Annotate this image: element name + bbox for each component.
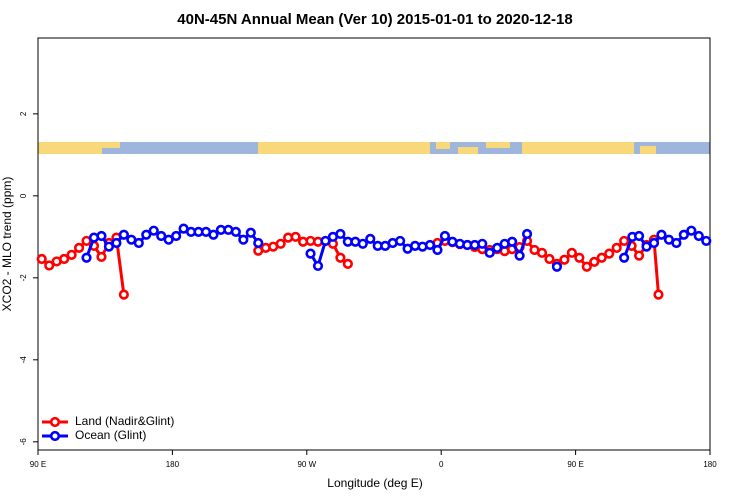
series-marker [671, 237, 682, 249]
series-marker [544, 253, 555, 265]
series-marker [611, 242, 622, 253]
x-axis-label: Longitude (deg E) [327, 476, 422, 490]
series-marker [424, 239, 436, 251]
series-marker [653, 289, 664, 300]
series-marker [507, 236, 518, 247]
series-marker [103, 241, 115, 252]
series-marker [36, 253, 47, 265]
series-marker [686, 225, 697, 236]
series-marker [59, 253, 70, 265]
series-marker [439, 230, 451, 242]
series-marker [81, 252, 92, 263]
series-marker [551, 261, 563, 272]
series-marker [230, 226, 241, 238]
series-marker [521, 228, 533, 240]
series-marker [477, 238, 488, 249]
series-marker [133, 237, 144, 249]
series-marker [290, 231, 301, 242]
legend-marker [49, 430, 61, 442]
series-marker [335, 252, 346, 263]
series-marker [693, 230, 704, 242]
series-marker [633, 230, 645, 242]
legend-marker [49, 416, 61, 428]
series-marker [118, 289, 129, 300]
series-marker [96, 230, 107, 242]
legend-label: Land (Nadir&Glint) [75, 414, 174, 428]
series-marker [66, 249, 77, 260]
land-ocean-strip [38, 142, 710, 154]
series-marker [492, 242, 503, 253]
series-marker [156, 230, 167, 242]
series-marker [171, 230, 182, 242]
series-marker [432, 244, 443, 256]
series-marker [596, 252, 607, 263]
series-marker [581, 261, 592, 272]
series-marker [320, 235, 331, 247]
series-marker [238, 234, 249, 245]
series-marker [648, 237, 660, 249]
series-marker [96, 251, 107, 263]
series-marker [656, 229, 667, 240]
series-marker [484, 247, 495, 258]
series-marker [701, 235, 712, 247]
chart-title: 40N-45N Annual Mean (Ver 10) 2015-01-01 … [177, 11, 572, 28]
series-marker [73, 242, 85, 253]
y-axis-label: XCO2 - MLO trend (ppm) [0, 177, 14, 312]
series-marker [208, 229, 219, 240]
series-marker [678, 229, 689, 240]
x-tick-label: 90 E [30, 460, 46, 469]
y-tick-label: -4 [19, 356, 28, 364]
series-marker [163, 234, 174, 245]
series-marker [604, 248, 615, 259]
series-marker [619, 235, 630, 247]
series-marker [514, 250, 525, 261]
series-marker [141, 229, 152, 240]
y-tick-label: 0 [19, 193, 28, 198]
series-marker [536, 247, 548, 258]
y-tick-label: 2 [19, 111, 28, 116]
series-marker [275, 238, 286, 249]
series-marker [559, 254, 570, 265]
series-marker [253, 237, 264, 249]
y-tick-label: -2 [19, 274, 28, 282]
x-tick-label: 180 [703, 460, 717, 469]
x-tick-label: 90 W [297, 460, 316, 469]
series-marker [305, 248, 316, 259]
series-marker [395, 235, 406, 247]
series-marker [589, 256, 600, 267]
series-marker [641, 241, 652, 252]
series-marker [633, 250, 645, 261]
series-marker [245, 227, 256, 238]
series-marker [335, 228, 346, 240]
series-marker [357, 238, 368, 249]
series-marker [342, 258, 353, 269]
series-marker [111, 237, 122, 249]
series-marker [619, 252, 630, 263]
series-marker [44, 260, 55, 271]
series-marker [312, 260, 324, 272]
x-tick-label: 180 [166, 460, 180, 469]
y-tick-label: -6 [19, 438, 28, 446]
series-marker [148, 225, 159, 236]
x-tick-label: 90 E [567, 460, 583, 469]
x-tick-label: 0 [439, 460, 444, 469]
series-marker [566, 247, 577, 258]
series-marker [574, 252, 585, 263]
legend-label: Ocean (Glint) [75, 428, 146, 442]
series-marker [118, 229, 129, 240]
series-marker [365, 233, 376, 244]
